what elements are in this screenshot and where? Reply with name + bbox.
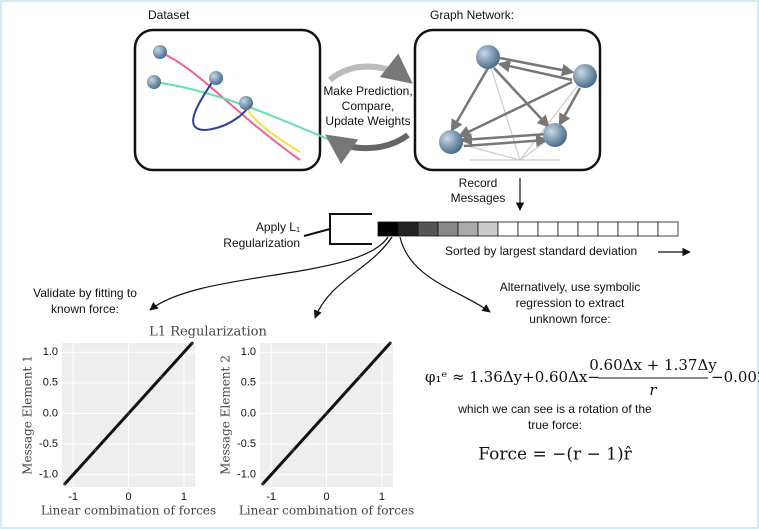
cycle-text: Compare, <box>342 99 395 113</box>
message-cell <box>518 222 538 236</box>
equation-tail: −0.0025 <box>711 368 759 386</box>
x-tick-label: 1 <box>181 491 187 503</box>
force-equation: Force = −(r − 1)r̂ <box>478 445 632 465</box>
record-text: Messages <box>451 191 506 205</box>
message-cell <box>458 222 478 236</box>
rotation-text: true force: <box>528 418 582 432</box>
alt-text: Alternatively, use symbolic <box>500 280 641 294</box>
y-tick-label: 0.5 <box>43 377 58 389</box>
message-cell <box>598 222 618 236</box>
x-tick-label: -1 <box>266 491 276 503</box>
data-point <box>261 482 264 485</box>
data-point <box>292 449 295 452</box>
data-point <box>358 375 361 378</box>
x-tick-label: 0 <box>125 491 131 503</box>
sorted-text: Sorted by largest standard deviation <box>445 244 637 258</box>
message-bar <box>378 222 678 236</box>
message-cell <box>478 222 498 236</box>
equation: φ₁ᵉ ≈ 1.36Δy+0.60Δx− <box>425 368 600 386</box>
x-axis-label: Linear combination of forces <box>239 504 414 518</box>
y-tick-label: 1.0 <box>43 346 58 358</box>
x-tick-label: 1 <box>379 491 385 503</box>
record-text: Record <box>459 176 498 190</box>
rotation-text: which we can see is a rotation of the <box>457 402 652 416</box>
x-axis-label: Linear combination of forces <box>41 504 216 518</box>
cycle-text: Make Prediction, <box>323 84 412 98</box>
message-cell <box>638 222 658 236</box>
data-point <box>160 375 163 378</box>
data-point <box>389 342 392 345</box>
x-tick-label: 0 <box>323 491 329 503</box>
figure: Dataset Graph Network: Make Prediction, … <box>0 0 759 529</box>
alt-text: regression to extract <box>516 296 625 310</box>
alt-text: unknown force: <box>529 312 610 326</box>
message-cell <box>378 222 398 236</box>
plots: -1 0 1 -1.0 -0.5 0.0 0.5 1.0 Linear combination … <box>21 342 415 518</box>
message-cell <box>418 222 438 236</box>
apply-text: Apply L₁ <box>256 220 300 234</box>
y-tick-label: -0.5 <box>237 438 256 450</box>
message-cell <box>398 222 418 236</box>
dataset-label: Dataset <box>148 8 190 22</box>
data-point <box>191 342 194 345</box>
y-tick-label: -1.0 <box>39 469 58 481</box>
cycle-text: Update Weights <box>325 114 410 128</box>
plots-title: L1 Regularization <box>149 325 267 340</box>
apply-text: Regularization <box>223 236 300 250</box>
y-tick-label: 0.0 <box>241 407 256 419</box>
message-cell <box>558 222 578 236</box>
bracket <box>304 214 372 244</box>
equation-numerator: 0.60Δx + 1.37Δy <box>589 356 717 374</box>
y-tick-label: 0.0 <box>43 407 58 419</box>
x-tick-label: -1 <box>68 491 78 503</box>
data-point <box>127 412 130 415</box>
message-cell <box>538 222 558 236</box>
message-cell <box>618 222 638 236</box>
y-axis-label: Message Element 1 <box>21 355 35 475</box>
y-tick-label: 1.0 <box>241 346 256 358</box>
message-cell <box>438 222 458 236</box>
message-cell <box>498 222 518 236</box>
validate-text: Validate by fitting to <box>33 286 137 300</box>
y-tick-label: -0.5 <box>39 438 58 450</box>
y-axis-label: Message Element 2 <box>219 355 233 475</box>
y-tick-label: 0.5 <box>241 377 256 389</box>
message-cell <box>658 222 678 236</box>
data-point <box>94 449 97 452</box>
message-cell <box>578 222 598 236</box>
y-tick-label: -1.0 <box>237 469 256 481</box>
data-point <box>325 412 328 415</box>
branch-arrows <box>150 237 490 318</box>
graph-label: Graph Network: <box>430 8 514 22</box>
validate-text: known force: <box>51 302 119 316</box>
equation-denominator: r <box>649 381 657 399</box>
data-point <box>63 482 66 485</box>
